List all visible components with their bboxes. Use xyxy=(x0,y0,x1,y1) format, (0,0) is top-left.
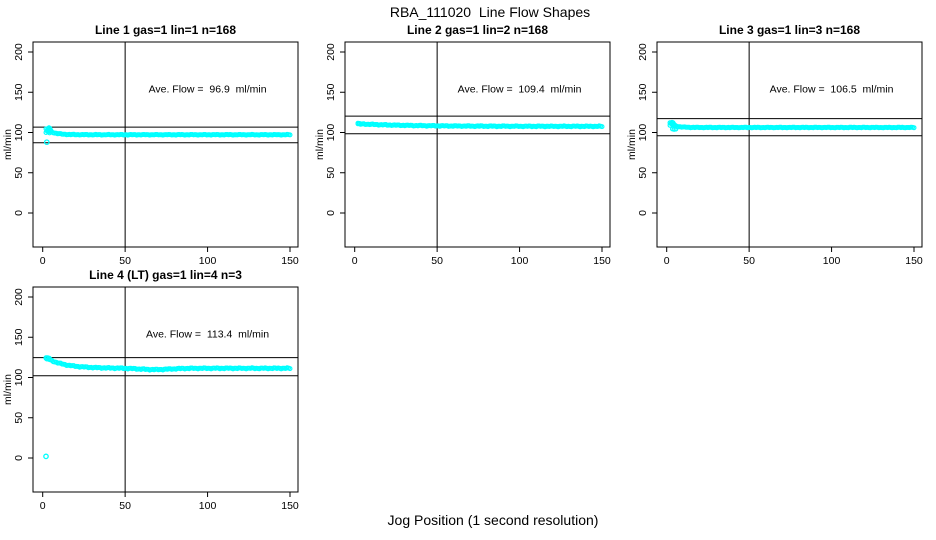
y-tick-label: 50 xyxy=(637,167,649,179)
y-axis-label: ml/min xyxy=(2,129,14,160)
y-axis-label: ml/min xyxy=(314,129,326,160)
y-tick-label: 200 xyxy=(325,43,337,61)
x-tick-label: 100 xyxy=(199,255,217,267)
y-tick-label: 200 xyxy=(637,43,649,61)
x-tick-label: 100 xyxy=(823,255,841,267)
flow-points xyxy=(43,355,293,460)
plot-box xyxy=(344,41,611,248)
y-tick-label: 50 xyxy=(325,167,337,179)
x-axis-label: Jog Position (1 second resolution) xyxy=(387,512,599,528)
panel-line-4-plot: Line 4 (LT) gas=1 lin=4 n=3 0 50 100 150 0 50 1… xyxy=(2,268,299,512)
y-tick-label: 0 xyxy=(13,455,25,461)
flow-points xyxy=(43,125,293,146)
plot-box xyxy=(656,41,923,248)
y-tick-label: 0 xyxy=(637,210,649,216)
panel-line-3: Line 3 gas=1 lin=3 n=168 0 50 100 150 0 50 100 1… xyxy=(624,20,936,270)
panel-title: Line 3 gas=1 lin=3 n=168 xyxy=(719,23,860,37)
panel-title: Line 1 gas=1 lin=1 n=168 xyxy=(95,23,236,37)
x-tick-label: 50 xyxy=(119,500,131,512)
ave-flow-annotation: Ave. Flow = 109.4 ml/min xyxy=(458,83,582,95)
outlier-point xyxy=(43,139,50,146)
flow-points xyxy=(667,119,917,132)
ave-flow-annotation: Ave. Flow = 113.4 ml/min xyxy=(146,328,269,340)
plot-box xyxy=(32,286,299,493)
panel-line-4: Line 4 (LT) gas=1 lin=4 n=3 0 50 100 150 0 50 1… xyxy=(0,265,312,515)
x-tick-label: 100 xyxy=(199,500,217,512)
x-tick-label: 150 xyxy=(905,255,923,267)
figure-title: RBA_111020 Line Flow Shapes xyxy=(389,4,591,20)
x-tick-label: 0 xyxy=(664,255,670,267)
panel-title: Line 2 gas=1 lin=2 n=168 xyxy=(407,23,548,37)
y-tick-label: 150 xyxy=(13,83,25,101)
x-tick-label: 0 xyxy=(40,255,46,267)
y-tick-label: 0 xyxy=(13,210,25,216)
y-tick-label: 100 xyxy=(637,124,649,142)
x-tick-label: 50 xyxy=(743,255,755,267)
y-tick-label: 200 xyxy=(13,43,25,61)
x-tick-label: 100 xyxy=(511,255,529,267)
x-tick-label: 150 xyxy=(281,255,299,267)
ave-flow-annotation: Ave. Flow = 96.9 ml/min xyxy=(149,83,267,95)
panel-line-2: Line 2 gas=1 lin=2 n=168 0 50 100 150 0 50 100 1… xyxy=(312,20,624,270)
y-tick-label: 150 xyxy=(637,83,649,101)
x-tick-label: 150 xyxy=(593,255,611,267)
panel-title: Line 4 (LT) gas=1 lin=4 n=3 xyxy=(89,268,242,282)
panel-line-1: Line 1 gas=1 lin=1 n=168 0 50 100 150 0 50 100 1… xyxy=(0,20,312,270)
x-tick-label: 50 xyxy=(431,255,443,267)
outlier-point xyxy=(43,453,49,460)
y-tick-label: 150 xyxy=(13,328,25,346)
x-tick-label: 150 xyxy=(281,500,299,512)
x-tick-label: 0 xyxy=(40,500,46,512)
y-tick-label: 150 xyxy=(325,83,337,101)
x-tick-label: 0 xyxy=(352,255,358,267)
flow-points xyxy=(355,120,605,130)
y-tick-label: 200 xyxy=(13,288,25,306)
panel-line-2-plot: Line 2 gas=1 lin=2 n=168 0 50 100 150 0 50 100 1… xyxy=(314,23,611,267)
y-tick-label: 50 xyxy=(13,167,25,179)
y-axis-label: ml/min xyxy=(626,129,638,160)
y-tick-label: 100 xyxy=(325,124,337,142)
plot-box xyxy=(32,41,299,248)
x-tick-label: 50 xyxy=(119,255,131,267)
y-tick-label: 100 xyxy=(13,369,25,387)
ave-flow-annotation: Ave. Flow = 106.5 ml/min xyxy=(770,83,894,95)
panel-line-1-plot: Line 1 gas=1 lin=1 n=168 0 50 100 150 0 50 100 1… xyxy=(2,23,299,267)
y-axis-label: ml/min xyxy=(2,374,14,405)
panel-line-3-plot: Line 3 gas=1 lin=3 n=168 0 50 100 150 0 50 100 1… xyxy=(626,23,923,267)
y-tick-label: 0 xyxy=(325,210,337,216)
y-tick-label: 100 xyxy=(13,124,25,142)
y-tick-label: 50 xyxy=(13,412,25,424)
